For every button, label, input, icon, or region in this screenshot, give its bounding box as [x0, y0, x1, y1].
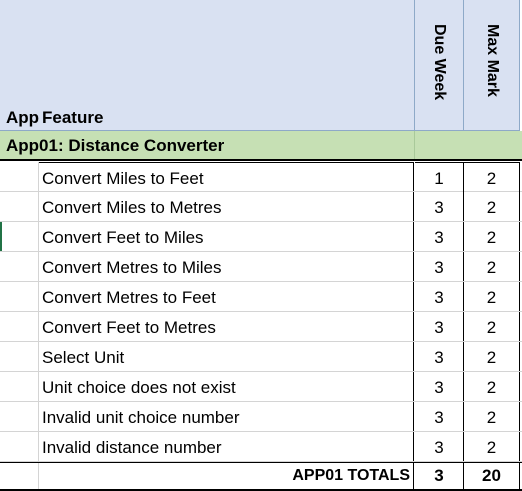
feature-cell[interactable]: Convert Feet to Miles: [39, 222, 414, 251]
feature-cell[interactable]: Convert Feet to Metres: [39, 312, 414, 341]
app-cell[interactable]: [0, 463, 39, 489]
max-mark-cell[interactable]: 2: [464, 402, 520, 431]
table-row[interactable]: Unit choice does not exist 3 2: [0, 372, 522, 402]
due-week-cell[interactable]: 3: [415, 342, 464, 371]
feature-cell[interactable]: Unit choice does not exist: [39, 372, 414, 401]
table-row[interactable]: Convert Metres to Miles 3 2: [0, 252, 522, 282]
due-week-cell[interactable]: 3: [415, 222, 464, 251]
totals-label[interactable]: APP01 TOTALS: [39, 463, 414, 489]
table-row[interactable]: Convert Feet to Metres 3 2: [0, 312, 522, 342]
due-week-cell[interactable]: 3: [415, 432, 464, 461]
due-week-cell[interactable]: 3: [415, 372, 464, 401]
feature-cell[interactable]: Select Unit: [39, 342, 414, 371]
feature-cell[interactable]: Convert Metres to Feet: [39, 282, 414, 311]
section-row[interactable]: App01: Distance Converter: [0, 131, 522, 161]
table-row[interactable]: Convert Miles to Feet 1 2: [0, 162, 522, 192]
feature-cell[interactable]: Invalid distance number: [39, 432, 414, 461]
app-cell[interactable]: [0, 402, 39, 431]
table-row[interactable]: Select Unit 3 2: [0, 342, 522, 372]
due-week-cell[interactable]: 3: [415, 252, 464, 281]
table-row[interactable]: Convert Metres to Feet 3 2: [0, 282, 522, 312]
section-divider: [414, 131, 415, 159]
feature-cell[interactable]: Convert Miles to Metres: [39, 192, 414, 221]
table-row[interactable]: Convert Feet to Miles 3 2: [0, 222, 522, 252]
due-week-cell[interactable]: 3: [415, 402, 464, 431]
feature-cell[interactable]: Convert Metres to Miles: [39, 252, 414, 281]
max-mark-cell[interactable]: 2: [464, 192, 520, 221]
header-due-week-label: Due Week: [431, 24, 448, 101]
row-selection-indicator: [0, 222, 2, 251]
header-feature-label: Feature: [42, 108, 104, 127]
app-cell[interactable]: [0, 282, 39, 311]
table-row[interactable]: Convert Miles to Metres 3 2: [0, 192, 522, 222]
max-mark-cell[interactable]: 2: [464, 282, 520, 311]
app-cell[interactable]: [0, 222, 39, 251]
totals-due-week[interactable]: 3: [415, 463, 464, 489]
totals-row[interactable]: APP01 TOTALS 3 20: [0, 462, 522, 491]
due-week-cell[interactable]: 3: [415, 192, 464, 221]
header-cell-due-week[interactable]: Due Week: [415, 0, 464, 131]
max-mark-cell[interactable]: 2: [464, 372, 520, 401]
header-app-label: App: [6, 108, 40, 127]
due-week-cell[interactable]: 3: [415, 282, 464, 311]
max-mark-cell[interactable]: 2: [464, 432, 520, 461]
due-week-cell[interactable]: 3: [415, 312, 464, 341]
header-max-mark-label: Max Mark: [483, 24, 501, 97]
app-cell[interactable]: [0, 432, 39, 461]
max-mark-cell[interactable]: 2: [464, 252, 520, 281]
table-row[interactable]: Invalid distance number 3 2: [0, 432, 522, 462]
feature-cell[interactable]: Invalid unit choice number: [39, 402, 414, 431]
feature-rows: Convert Miles to Feet 1 2 Convert Miles …: [0, 162, 522, 491]
max-mark-cell[interactable]: 2: [464, 162, 520, 192]
totals-max-mark[interactable]: 20: [464, 463, 520, 489]
app-cell[interactable]: [0, 372, 39, 401]
app-cell[interactable]: [0, 192, 39, 221]
app-cell[interactable]: [0, 342, 39, 371]
max-mark-cell[interactable]: 2: [464, 312, 520, 341]
table-row[interactable]: Invalid unit choice number 3 2: [0, 402, 522, 432]
app-cell[interactable]: [0, 162, 39, 191]
header-cell-max-mark[interactable]: Max Mark: [464, 0, 520, 131]
app-cell[interactable]: [0, 252, 39, 281]
app-cell[interactable]: [0, 312, 39, 341]
section-title: App01: Distance Converter: [6, 136, 225, 155]
max-mark-cell[interactable]: 2: [464, 222, 520, 251]
due-week-cell[interactable]: 1: [415, 162, 464, 192]
header-cell-feature[interactable]: App Feature: [0, 0, 415, 131]
feature-cell[interactable]: Convert Miles to Feet: [39, 162, 414, 191]
max-mark-cell[interactable]: 2: [464, 342, 520, 371]
